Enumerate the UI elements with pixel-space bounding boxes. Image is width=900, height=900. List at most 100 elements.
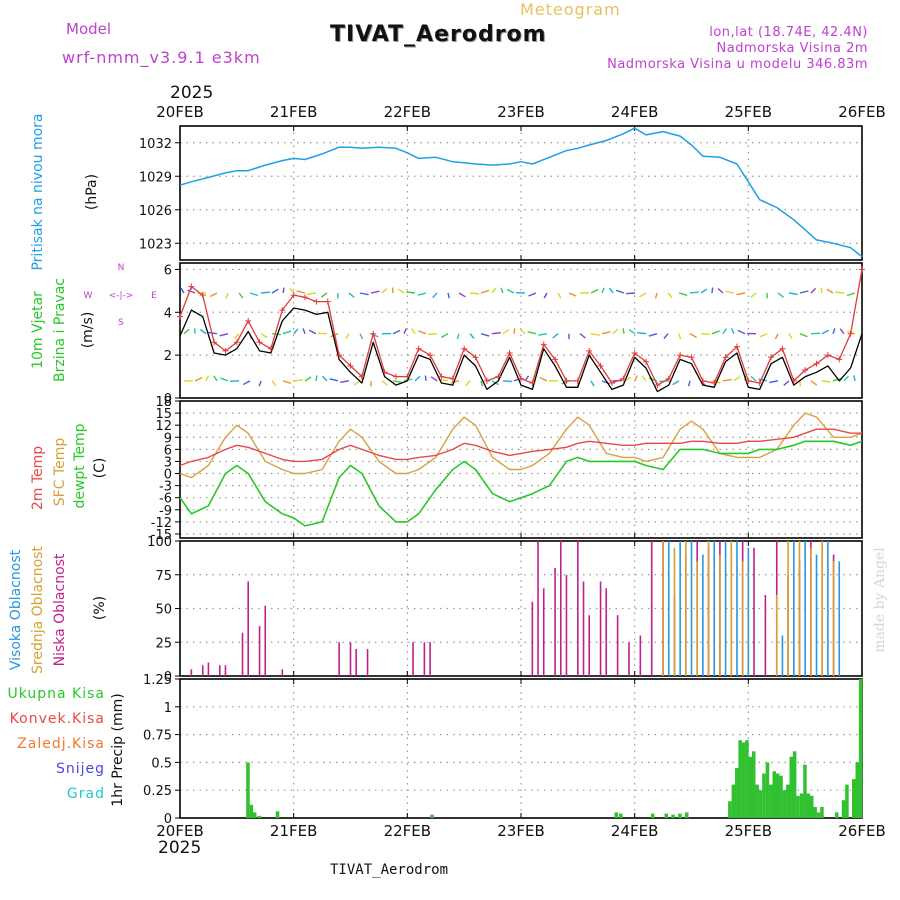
wind-arrow [187, 289, 196, 294]
wind-arrow [348, 292, 355, 298]
wind-arrow [302, 328, 306, 334]
wind-arrow [491, 287, 497, 294]
wind-arrow [506, 288, 515, 294]
wind-arrow [432, 292, 438, 299]
wind-arrow [700, 288, 708, 294]
wind-gust-marker [677, 352, 684, 359]
wind-arrow [480, 333, 490, 337]
precip-legend-snow: Snijeg [55, 761, 105, 777]
wind-arrow [447, 292, 450, 299]
wind-arrow [180, 287, 185, 294]
precip-bar [664, 813, 668, 818]
wind-arrow [359, 292, 369, 296]
wind-gust-marker [438, 373, 445, 380]
precip-bar [678, 813, 682, 818]
wind-arrow [628, 329, 636, 335]
wind-arrow [839, 328, 845, 335]
precip-bar [741, 742, 746, 818]
wind-gust-marker [211, 339, 218, 346]
wind-arrow [329, 378, 339, 382]
footer-station: TIVAT_Aerodrom [330, 862, 449, 878]
precip-bar [685, 812, 689, 818]
y-tick-label: -3 [159, 480, 172, 495]
date-tick-label-top: 23FEB [497, 103, 544, 121]
wind-gust-marker [733, 343, 740, 350]
wind-arrow [737, 329, 746, 335]
wind-arrow [689, 291, 699, 294]
wind-arrow [725, 290, 735, 294]
wind-gust-marker [302, 294, 309, 301]
wind-arrow [430, 376, 438, 382]
wind-gust-marker [336, 352, 343, 359]
wind-arrow [788, 292, 798, 296]
wind-arrow [381, 287, 388, 294]
wind-gust-marker [188, 283, 195, 290]
wind-gust-marker [347, 362, 354, 369]
wind-arrow [843, 375, 850, 382]
wind-arrow [391, 287, 394, 294]
wind-arrow [441, 333, 449, 339]
wind-arrow [750, 292, 757, 298]
wind-arrow [480, 289, 490, 294]
wind-gust-marker [779, 345, 786, 352]
y-tick-label: -9 [159, 504, 172, 519]
precip-bar [731, 784, 736, 818]
wind-arrow [502, 329, 510, 335]
wind-arrow [799, 333, 808, 338]
wind-arrow [304, 376, 312, 382]
wind-arrow [260, 333, 268, 339]
wind-arrow [736, 292, 746, 296]
wind-arrow [513, 328, 516, 334]
wind-arrow [233, 333, 240, 339]
wind-arrow [731, 328, 735, 334]
wind-arrow [424, 375, 427, 381]
date-tick-label-top: 26FEB [838, 103, 885, 121]
precip-bar [257, 815, 262, 818]
wind-gust-marker [256, 339, 263, 346]
wind-arrow [491, 332, 501, 335]
wind-gust-marker [245, 317, 252, 324]
wind-arrow [315, 375, 318, 381]
precip-bar [810, 795, 814, 818]
wind-gust-marker [177, 313, 183, 320]
wind-arrow [579, 333, 586, 339]
wind-arrow [846, 292, 856, 297]
wind-arrow [308, 329, 317, 335]
wind-arrow [456, 333, 460, 340]
wind-gust-marker [472, 354, 479, 361]
wind-gust-marker [404, 373, 411, 380]
date-tick-label-top: 25FEB [725, 103, 772, 121]
precip-bar [246, 762, 250, 818]
y-tick-label: 0 [164, 812, 172, 827]
wind-arrow [282, 330, 292, 335]
precip-bar [782, 790, 787, 818]
wind-arrow [539, 376, 548, 382]
wind-arrow [826, 288, 834, 294]
wind-gust-marker [643, 358, 650, 365]
precip-bar [852, 779, 856, 818]
wind-arrow [590, 288, 599, 294]
date-tick-label-bottom: 21FEB [270, 822, 317, 840]
year-top: 2025 [170, 83, 214, 103]
model-elevation-label: Nadmorska Visina u modelu 346.83m [607, 57, 868, 72]
wind-arrow [260, 291, 270, 294]
y-tick-label: 3 [164, 455, 172, 470]
precip-bar [430, 814, 434, 818]
wind-gust-marker [699, 377, 706, 384]
date-tick-label-top: 24FEB [611, 103, 658, 121]
wind-arrow [417, 292, 427, 296]
wind-arrow [641, 375, 647, 382]
wind-arrow [340, 380, 350, 383]
precip-bar [671, 814, 675, 818]
date-tick-label-bottom: 22FEB [384, 822, 431, 840]
precip-legend-conv: Konvek.Kisa [9, 711, 105, 727]
wind-arrow [672, 380, 680, 386]
wind-arrow [392, 380, 402, 384]
precip-bar [728, 801, 732, 818]
precip-bar [619, 813, 623, 818]
wind-arrow [626, 292, 636, 295]
y-tick-label: 1032 [139, 137, 172, 152]
wind-arrow [639, 292, 647, 298]
wind-arrow [242, 380, 251, 386]
